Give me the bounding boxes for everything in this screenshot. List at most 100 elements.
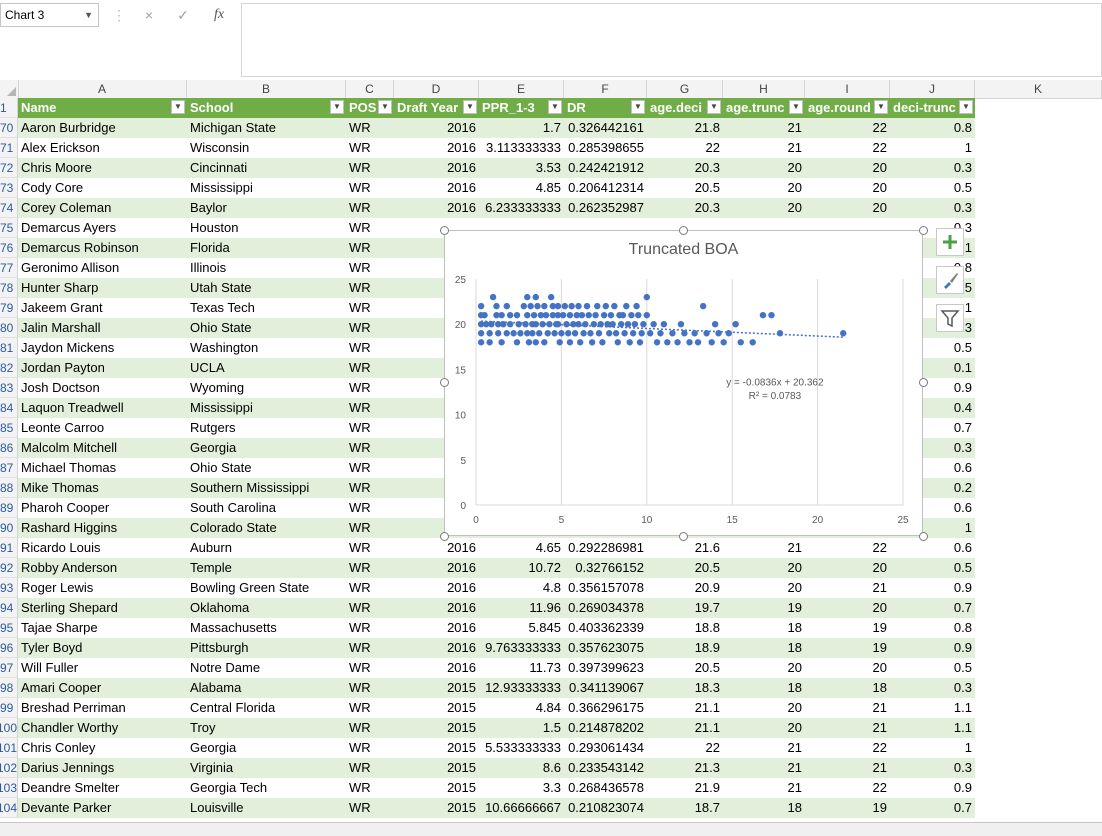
pos-cell[interactable]: WR — [349, 740, 371, 755]
age-trunc-cell[interactable]: 18 — [787, 680, 802, 695]
age-round-cell[interactable]: 19 — [872, 640, 887, 655]
deci-trunc-cell[interactable]: 0.8 — [953, 120, 972, 135]
age-deci-cell[interactable]: 20.5 — [694, 180, 720, 195]
age-trunc-cell[interactable]: 18 — [787, 620, 802, 635]
school-cell[interactable]: Ohio State — [190, 320, 252, 335]
deci-trunc-cell[interactable]: 0.3 — [953, 160, 972, 175]
row-number[interactable]: 101 — [0, 738, 18, 758]
row-number[interactable]: 88 — [0, 478, 18, 498]
row-number[interactable]: 79 — [0, 298, 18, 318]
column-header-a[interactable]: A — [18, 80, 187, 98]
age-trunc-cell[interactable]: 18 — [787, 640, 802, 655]
header-cell-school[interactable]: School — [190, 100, 234, 115]
school-cell[interactable]: Georgia — [190, 440, 237, 455]
name-cell[interactable]: Will Fuller — [21, 660, 79, 675]
deci-trunc-cell[interactable]: 1 — [964, 520, 972, 535]
column-header-g[interactable]: G — [647, 80, 723, 98]
deci-trunc-cell[interactable]: 0.3 — [953, 200, 972, 215]
draft-year-cell[interactable]: 2015 — [447, 780, 476, 795]
row-number[interactable]: 92 — [0, 558, 18, 578]
ppr-cell[interactable]: 1.7 — [542, 120, 561, 135]
enter-icon[interactable]: ✓ — [177, 7, 189, 23]
age-round-cell[interactable]: 21 — [872, 760, 887, 775]
age-deci-cell[interactable]: 19.7 — [694, 600, 720, 615]
name-cell[interactable]: Demarcus Ayers — [21, 220, 117, 235]
deci-trunc-cell[interactable]: 0.9 — [953, 640, 972, 655]
column-header-f[interactable]: F — [564, 80, 647, 98]
name-cell[interactable]: Jaydon Mickens — [21, 340, 115, 355]
row-number[interactable]: 96 — [0, 638, 18, 658]
age-deci-cell[interactable]: 18.9 — [694, 640, 720, 655]
dr-cell[interactable]: 0.210823074 — [568, 800, 644, 815]
chart-filters-button[interactable] — [936, 304, 964, 332]
resize-handle-s[interactable] — [679, 532, 688, 541]
deci-trunc-cell[interactable]: 1.1 — [953, 720, 972, 735]
dr-cell[interactable]: 0.293061434 — [568, 740, 644, 755]
dr-cell[interactable]: 0.326442161 — [568, 120, 644, 135]
pos-cell[interactable]: WR — [349, 760, 371, 775]
school-cell[interactable]: Virginia — [190, 760, 234, 775]
pos-cell[interactable]: WR — [349, 140, 371, 155]
deci-trunc-cell[interactable]: 0.3 — [953, 760, 972, 775]
name-cell[interactable]: Jakeem Grant — [21, 300, 103, 315]
filter-dropdown-icon[interactable]: ▼ — [707, 100, 721, 114]
school-cell[interactable]: Georgia Tech — [190, 780, 268, 795]
pos-cell[interactable]: WR — [349, 360, 371, 375]
column-header-d[interactable]: D — [394, 80, 479, 98]
age-trunc-cell[interactable]: 18 — [787, 800, 802, 815]
deci-trunc-cell[interactable]: 1 — [964, 740, 972, 755]
row-number[interactable]: 99 — [0, 698, 18, 718]
draft-year-cell[interactable]: 2016 — [447, 540, 476, 555]
ppr-cell[interactable]: 8.6 — [542, 760, 561, 775]
deci-trunc-cell[interactable]: 0.3 — [953, 680, 972, 695]
dr-cell[interactable]: 0.269034378 — [568, 600, 644, 615]
deci-trunc-cell[interactable]: 0.5 — [953, 180, 972, 195]
deci-trunc-cell[interactable]: 0.1 — [953, 360, 972, 375]
age-trunc-cell[interactable]: 20 — [787, 560, 802, 575]
age-round-cell[interactable]: 20 — [872, 200, 887, 215]
age-deci-cell[interactable]: 20.9 — [694, 580, 720, 595]
draft-year-cell[interactable]: 2015 — [447, 680, 476, 695]
header-cell-age-deci[interactable]: age.deci — [650, 100, 703, 115]
name-cell[interactable]: Sterling Shepard — [21, 600, 118, 615]
pos-cell[interactable]: WR — [349, 800, 371, 815]
age-deci-cell[interactable]: 21.8 — [694, 120, 720, 135]
school-cell[interactable]: Illinois — [190, 260, 227, 275]
filter-dropdown-icon[interactable]: ▼ — [959, 100, 973, 114]
resize-handle-se[interactable] — [919, 532, 928, 541]
pos-cell[interactable]: WR — [349, 500, 371, 515]
name-cell[interactable]: Demarcus Robinson — [21, 240, 139, 255]
row-number[interactable]: 85 — [0, 418, 18, 438]
row-number[interactable]: 89 — [0, 498, 18, 518]
resize-handle-n[interactable] — [679, 226, 688, 235]
ppr-cell[interactable]: 4.84 — [535, 700, 561, 715]
name-cell[interactable]: Alex Erickson — [21, 140, 100, 155]
name-cell[interactable]: Pharoh Cooper — [21, 500, 110, 515]
row-number[interactable]: 74 — [0, 198, 18, 218]
row-number[interactable]: 84 — [0, 398, 18, 418]
deci-trunc-cell[interactable]: 0.5 — [953, 660, 972, 675]
school-cell[interactable]: Texas Tech — [190, 300, 255, 315]
resize-handle-nw[interactable] — [440, 226, 449, 235]
ppr-cell[interactable]: 4.8 — [542, 580, 561, 595]
dr-cell[interactable]: 0.268436578 — [568, 780, 644, 795]
age-round-cell[interactable]: 19 — [872, 800, 887, 815]
row-number[interactable]: 86 — [0, 438, 18, 458]
chart-elements-button[interactable] — [936, 228, 964, 256]
column-header-i[interactable]: I — [805, 80, 890, 98]
school-cell[interactable]: Florida — [190, 240, 230, 255]
header-cell-age-trunc[interactable]: age.trunc — [726, 100, 785, 115]
age-deci-cell[interactable]: 21.1 — [694, 720, 720, 735]
row-number[interactable]: 72 — [0, 158, 18, 178]
dr-cell[interactable]: 0.403362339 — [568, 620, 644, 635]
draft-year-cell[interactable]: 2016 — [447, 180, 476, 195]
draft-year-cell[interactable]: 2016 — [447, 580, 476, 595]
age-trunc-cell[interactable]: 21 — [787, 120, 802, 135]
name-cell[interactable]: Corey Coleman — [21, 200, 112, 215]
pos-cell[interactable]: WR — [349, 260, 371, 275]
draft-year-cell[interactable]: 2016 — [447, 160, 476, 175]
ppr-cell[interactable]: 5.845 — [528, 620, 561, 635]
resize-handle-e[interactable] — [919, 378, 928, 387]
ppr-cell[interactable]: 4.65 — [535, 540, 561, 555]
dr-cell[interactable]: 0.32766152 — [575, 560, 644, 575]
